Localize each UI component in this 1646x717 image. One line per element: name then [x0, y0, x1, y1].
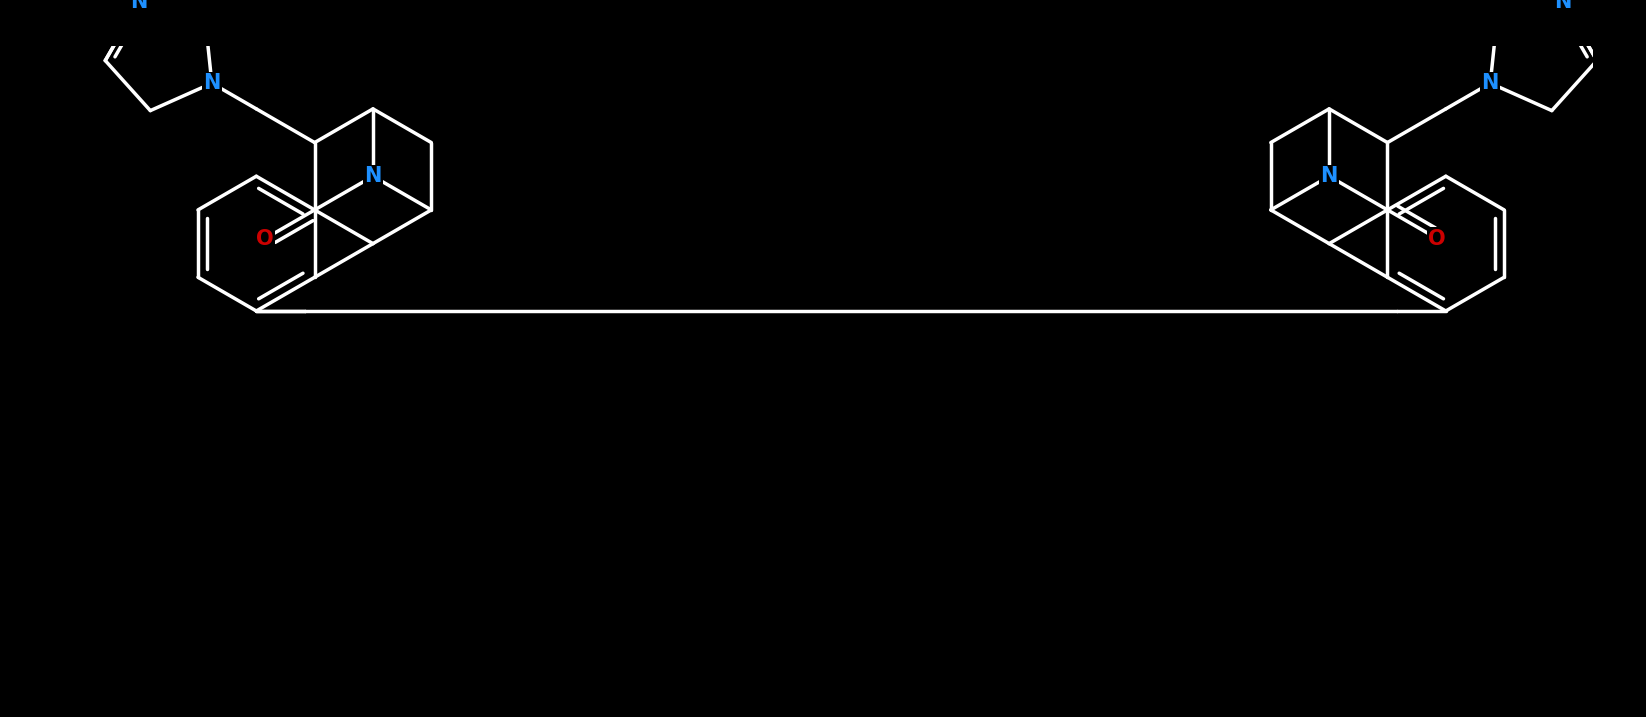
Text: N: N: [364, 166, 382, 186]
Text: N: N: [1320, 166, 1338, 186]
Text: O: O: [257, 229, 273, 249]
Text: O: O: [1429, 229, 1445, 249]
Text: N: N: [130, 0, 148, 12]
Text: N: N: [202, 73, 221, 93]
Text: N: N: [1554, 0, 1572, 12]
Text: N: N: [1481, 73, 1500, 93]
